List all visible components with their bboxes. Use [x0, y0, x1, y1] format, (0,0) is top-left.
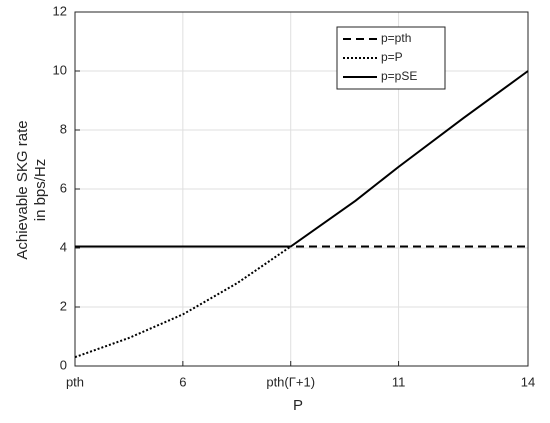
series-line — [74, 245, 292, 359]
y-axis-label: Achievable SKG rate in bps/Hz — [14, 120, 49, 259]
y-tick-label: 4 — [60, 239, 67, 254]
axes-box — [74, 11, 529, 367]
x-tick-label: 6 — [179, 374, 186, 389]
legend-label: p=P — [381, 50, 403, 64]
y-tick-label: 0 — [60, 357, 67, 372]
series-line — [75, 70, 529, 248]
y-tick-label: 10 — [53, 62, 67, 77]
x-tick-label: 14 — [521, 374, 535, 389]
y-tick-label: 8 — [60, 121, 67, 136]
y-tick-label: 6 — [60, 180, 67, 195]
y-tick-label: 2 — [60, 298, 67, 313]
x-tick-label: 11 — [392, 374, 406, 389]
y-tick-label: 12 — [53, 3, 67, 18]
y-axis-label-line: in bps/Hz — [32, 159, 49, 222]
y-axis-label-line: Achievable SKG rate — [14, 120, 31, 259]
x-tick-label: pth — [66, 374, 84, 389]
legend: p=pth p=P p=pSE — [336, 26, 446, 90]
x-axis-label: P — [293, 397, 303, 414]
legend-label: p=pth — [381, 31, 411, 45]
x-tick-label: pth(Γ+1) — [266, 374, 315, 389]
legend-label: p=pSE — [381, 69, 417, 83]
